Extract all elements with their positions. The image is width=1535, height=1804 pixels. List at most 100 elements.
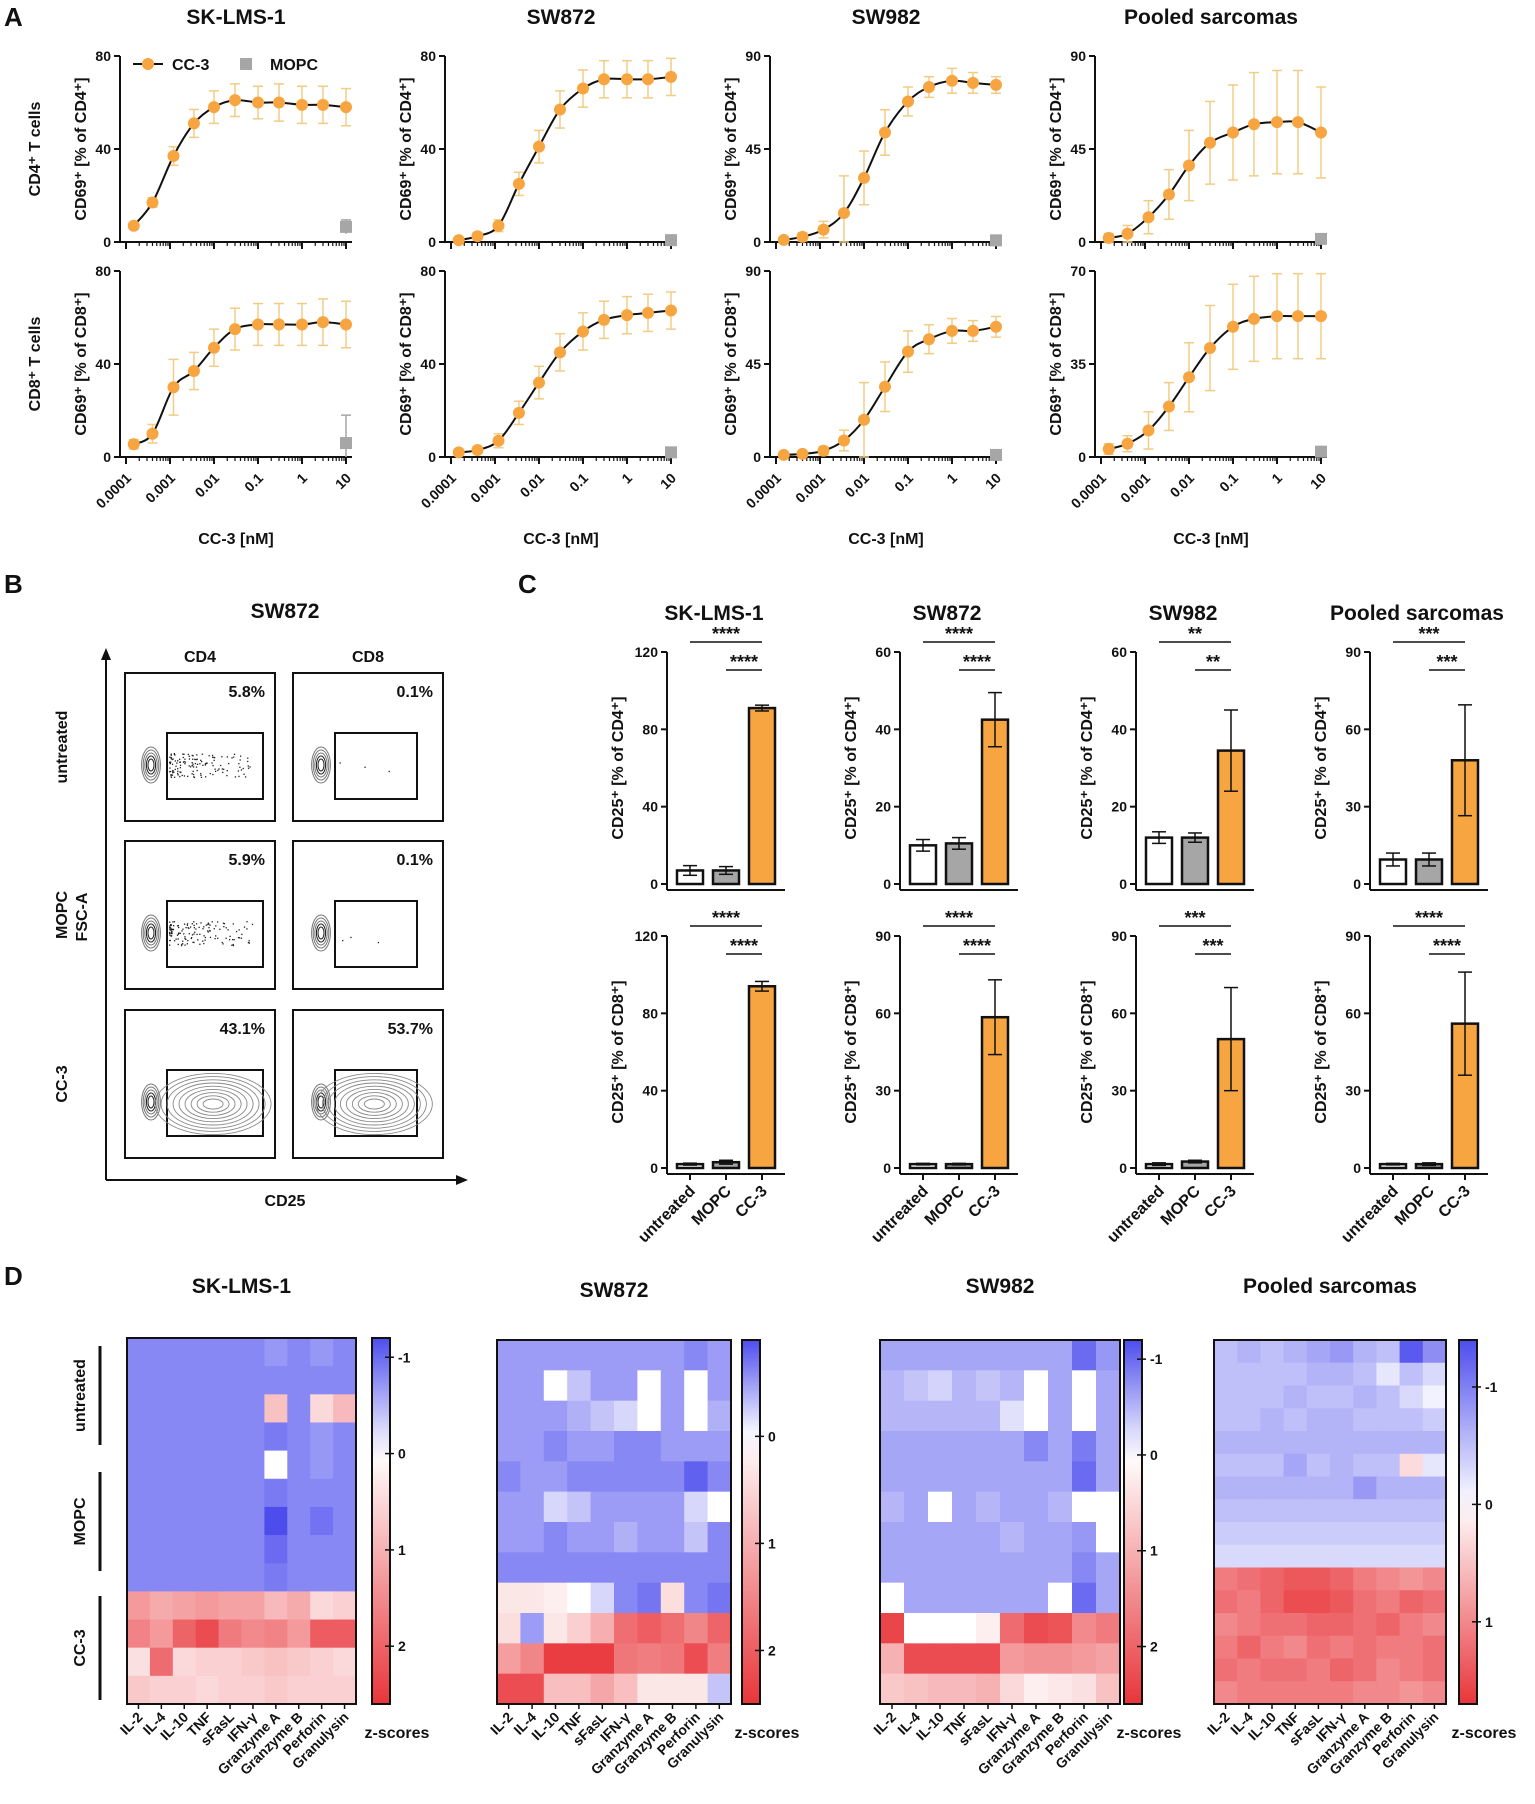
d-heatmap-cell	[1214, 1658, 1238, 1682]
d-heatmap-cell	[1260, 1499, 1285, 1523]
a-cc3-point	[577, 82, 589, 95]
d-heatmap-cell	[1214, 1476, 1238, 1500]
b-event-dot	[172, 758, 174, 760]
d-heatmap-cell	[904, 1400, 929, 1432]
d-heatmap-cell	[904, 1491, 929, 1523]
d-heatmap-cell	[1330, 1544, 1354, 1568]
a-cc3-point	[878, 380, 891, 393]
b-population-contour	[311, 746, 331, 784]
d-colorbar-tick-label: 0	[1485, 1496, 1493, 1512]
a-y-axis-label: CD69⁺ [% of CD8⁺]	[723, 292, 740, 435]
c-sig-stars: ***	[1202, 936, 1223, 956]
d-heatmap-cell	[520, 1522, 545, 1553]
a-cc3-point	[902, 345, 914, 358]
b-event-dot	[173, 753, 176, 756]
d-heatmap-cell	[1048, 1522, 1073, 1553]
b-event-dot	[186, 923, 189, 925]
b-event-dot	[247, 765, 249, 767]
b-event-dot	[172, 928, 174, 931]
a-cc3-point	[796, 230, 809, 243]
d-heatmap-cell	[520, 1582, 545, 1614]
a-x-tick-label: 0.0001	[743, 470, 785, 512]
b-event-dot	[179, 764, 182, 767]
b-event-dot	[176, 925, 179, 927]
d-heatmap-cell	[928, 1613, 953, 1644]
a-cc3-point	[837, 207, 850, 220]
b-event-dot	[214, 770, 217, 772]
d-heatmap-cell	[543, 1552, 568, 1584]
b-event-dot	[225, 937, 227, 939]
b-event-dot	[171, 758, 173, 761]
b-event-dot	[228, 939, 231, 941]
a-cc3-point	[512, 177, 525, 190]
b-event-dot	[175, 938, 177, 940]
a-mopc-point	[990, 234, 1002, 247]
b-event-dot	[191, 773, 193, 775]
d-heatmap-cell	[1330, 1340, 1354, 1364]
d-heatmap-cell	[218, 1450, 242, 1480]
d-heatmap-cell	[1000, 1340, 1025, 1371]
d-heatmap-cell	[1048, 1552, 1073, 1584]
d-heatmap-cell	[614, 1522, 638, 1553]
d-heatmap-cell	[1260, 1362, 1285, 1386]
d-heatmap-cell	[1330, 1635, 1354, 1659]
d-heatmap-cell	[1072, 1340, 1097, 1371]
a-y-tick-label: 80	[95, 48, 111, 64]
d-heatmap-cell	[1283, 1408, 1308, 1432]
c-y-tick-label: 60	[1345, 1005, 1361, 1021]
b-event-dot	[169, 927, 172, 929]
a-cc3-point	[858, 171, 870, 184]
b-event-dot	[171, 928, 173, 931]
c-y-tick-label: 30	[1111, 1083, 1127, 1099]
d-heatmap-cell	[218, 1619, 242, 1649]
a-y-axis-label: CD69⁺ [% of CD8⁺]	[73, 292, 90, 435]
b-event-dot	[188, 758, 191, 760]
d-heatmap-title: SW872	[580, 1279, 649, 1302]
c-sig-stars: ****	[1433, 936, 1461, 956]
d-colorbar-label: z-scores	[365, 1725, 430, 1742]
d-heatmap-cell	[172, 1563, 197, 1592]
d-heatmap-cell	[520, 1431, 545, 1462]
d-heatmap-cell	[976, 1340, 1001, 1371]
a-cc3-point	[1102, 231, 1115, 244]
d-heatmap-cell	[1306, 1681, 1331, 1705]
d-heatmap-cell	[1422, 1499, 1447, 1523]
c-y-tick-label: 40	[642, 1083, 658, 1099]
d-heatmap-cell	[287, 1619, 311, 1649]
b-event-dot	[235, 930, 238, 933]
d-heatmap-cell	[1096, 1461, 1121, 1493]
b-event-dot	[200, 772, 202, 775]
a-cc3-point	[492, 434, 505, 447]
d-heatmap-cell	[127, 1338, 151, 1367]
b-event-dot	[176, 772, 179, 775]
d-heatmap-cell	[1048, 1461, 1073, 1493]
d-heatmap-cell	[1237, 1613, 1261, 1637]
d-heatmap-cell	[1260, 1681, 1285, 1705]
d-heatmap-cell	[497, 1491, 521, 1523]
b-event-dot	[211, 762, 213, 764]
b-activated-contour	[321, 1076, 427, 1132]
a-x-tick-label: 0.001	[467, 470, 503, 506]
d-heatmap-cell	[264, 1338, 288, 1367]
d-heatmap-cell	[976, 1370, 1001, 1402]
d-heatmap-cell	[1376, 1522, 1401, 1546]
d-heatmap-cell	[952, 1461, 977, 1493]
b-event-dot	[174, 760, 177, 762]
d-heatmap-cell	[880, 1552, 905, 1584]
d-heatmap-cell	[1399, 1613, 1424, 1637]
a-cc3-point	[252, 96, 264, 109]
c-y-tick-label: 0	[883, 1160, 891, 1176]
d-heatmap-cell	[497, 1643, 521, 1675]
a-y-tick-label: 90	[1070, 48, 1086, 64]
a-cc3-point	[272, 318, 285, 331]
d-heatmap-cell	[310, 1647, 334, 1677]
d-heatmap-cell	[1353, 1635, 1377, 1659]
d-heatmap-cell	[1306, 1340, 1331, 1364]
b-event-dot	[195, 923, 198, 925]
d-heatmap-cell	[684, 1340, 709, 1371]
b-event-dot	[181, 943, 184, 945]
b-event-dot	[176, 768, 179, 770]
d-heatmap-cell	[333, 1591, 357, 1621]
a-cc3-point	[553, 103, 566, 116]
d-heatmap-cell	[637, 1461, 662, 1493]
